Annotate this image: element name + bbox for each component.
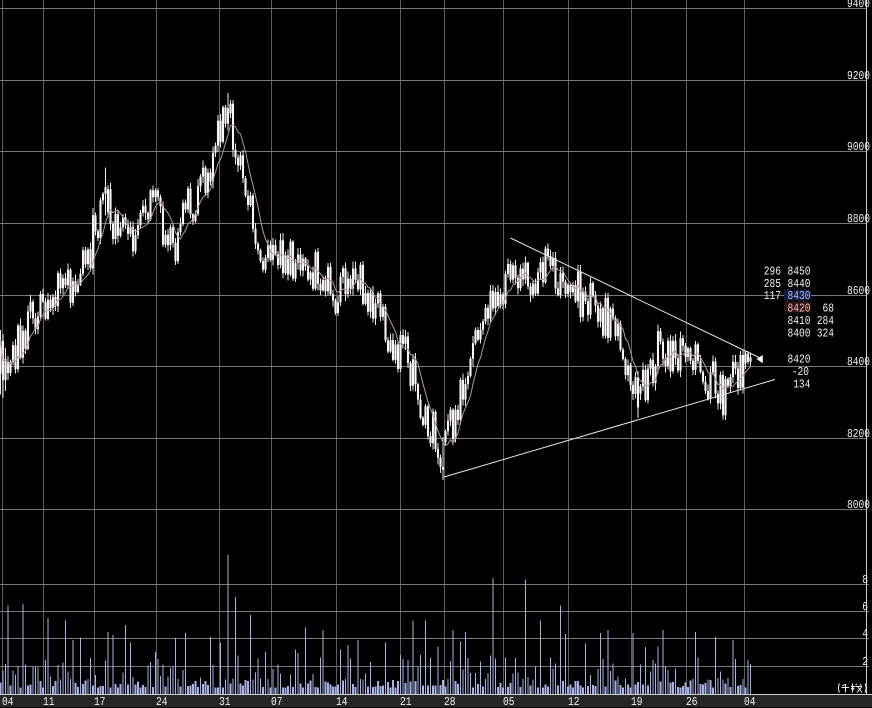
svg-text:28: 28 (444, 695, 456, 708)
svg-text:-20: -20 (792, 365, 809, 379)
svg-text:9000: 9000 (847, 140, 870, 154)
svg-text:2: 2 (862, 655, 868, 669)
svg-text:26: 26 (686, 695, 698, 708)
svg-text:8: 8 (862, 573, 868, 587)
svg-text:68: 68 (823, 302, 835, 316)
svg-text:4: 4 (862, 627, 868, 641)
svg-text:9200: 9200 (847, 69, 870, 83)
svg-text:8400: 8400 (788, 327, 811, 341)
svg-text:19: 19 (631, 695, 643, 708)
svg-text:284: 284 (817, 314, 834, 328)
svg-text:8000: 8000 (847, 498, 870, 512)
svg-text:285: 285 (764, 277, 781, 291)
svg-text:07: 07 (271, 695, 283, 708)
svg-text:8420: 8420 (788, 353, 811, 367)
svg-text:12: 12 (568, 695, 580, 708)
svg-text:21: 21 (400, 695, 412, 708)
svg-text:8420: 8420 (788, 302, 811, 316)
svg-text:31: 31 (219, 695, 231, 708)
svg-text:9400: 9400 (847, 0, 870, 11)
svg-text:6: 6 (862, 600, 868, 614)
svg-text:04: 04 (2, 695, 14, 708)
svg-text:17: 17 (94, 695, 106, 708)
svg-text:296: 296 (764, 265, 781, 279)
svg-text:14: 14 (336, 695, 348, 708)
svg-text:8410: 8410 (788, 314, 811, 328)
svg-text:324: 324 (817, 327, 834, 341)
svg-text:05: 05 (503, 695, 515, 708)
svg-text:117: 117 (764, 289, 781, 303)
svg-text:04: 04 (744, 695, 756, 708)
svg-text:8800: 8800 (847, 212, 870, 226)
svg-text:8450: 8450 (788, 265, 811, 279)
svg-text:8440: 8440 (788, 277, 811, 291)
svg-text:134: 134 (793, 378, 810, 392)
svg-text:24: 24 (156, 695, 168, 708)
svg-text:8600: 8600 (847, 284, 870, 298)
svg-text:8400: 8400 (847, 355, 870, 369)
svg-text:8200: 8200 (847, 427, 870, 441)
svg-text:11: 11 (43, 695, 55, 708)
svg-text:8430: 8430 (788, 289, 811, 303)
